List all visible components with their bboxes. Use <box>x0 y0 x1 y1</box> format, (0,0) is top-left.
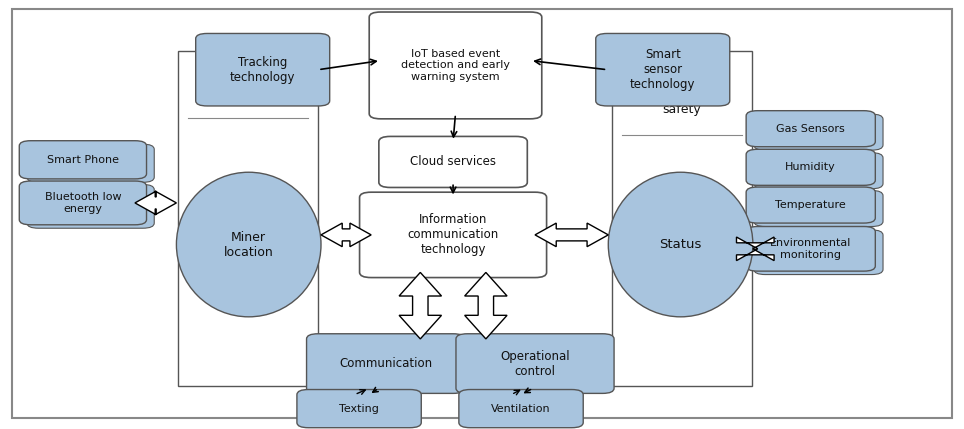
FancyBboxPatch shape <box>746 111 875 147</box>
Text: Texting: Texting <box>339 404 379 414</box>
FancyBboxPatch shape <box>746 227 875 271</box>
Text: Ventilation: Ventilation <box>492 404 550 414</box>
FancyBboxPatch shape <box>456 334 614 393</box>
Text: Miner
location: Miner location <box>224 230 274 259</box>
FancyBboxPatch shape <box>369 12 542 119</box>
Ellipse shape <box>176 172 321 317</box>
Text: Information
communication
technology: Information communication technology <box>408 213 498 257</box>
Polygon shape <box>465 272 507 339</box>
Text: Bluetooth low
energy: Bluetooth low energy <box>44 192 121 214</box>
FancyBboxPatch shape <box>746 149 875 185</box>
Text: Communication: Communication <box>339 357 432 370</box>
FancyBboxPatch shape <box>27 184 154 228</box>
Bar <box>612 51 752 386</box>
Ellipse shape <box>608 172 753 317</box>
Text: Temperature: Temperature <box>775 200 846 210</box>
Text: IoT based event
detection and early
warning system: IoT based event detection and early warn… <box>401 49 510 82</box>
Text: Smart
sensor
technology: Smart sensor technology <box>630 48 695 91</box>
FancyBboxPatch shape <box>459 390 583 428</box>
FancyBboxPatch shape <box>360 192 547 278</box>
Polygon shape <box>736 237 774 261</box>
FancyBboxPatch shape <box>754 114 883 150</box>
Text: Gas Sensors: Gas Sensors <box>776 124 845 134</box>
FancyBboxPatch shape <box>596 33 730 106</box>
Text: Cloud services: Cloud services <box>410 155 496 169</box>
FancyBboxPatch shape <box>19 181 147 225</box>
FancyBboxPatch shape <box>297 390 421 428</box>
Text: Humidity: Humidity <box>786 162 836 172</box>
Polygon shape <box>535 223 608 247</box>
FancyBboxPatch shape <box>754 230 883 275</box>
Text: Status: Status <box>659 238 702 251</box>
FancyBboxPatch shape <box>196 33 330 106</box>
Bar <box>178 51 318 386</box>
Text: Environmental
monitoring: Environmental monitoring <box>770 238 851 260</box>
FancyBboxPatch shape <box>754 153 883 189</box>
FancyBboxPatch shape <box>27 144 154 182</box>
Text: Miner
safety: Miner safety <box>228 73 268 101</box>
FancyBboxPatch shape <box>19 141 147 179</box>
Polygon shape <box>399 272 442 339</box>
FancyBboxPatch shape <box>754 190 883 227</box>
Text: Tracking
technology: Tracking technology <box>230 56 295 84</box>
Polygon shape <box>135 191 176 214</box>
FancyBboxPatch shape <box>307 334 465 393</box>
Text: Smart Phone: Smart Phone <box>47 155 119 165</box>
Polygon shape <box>321 223 371 247</box>
FancyBboxPatch shape <box>746 187 875 223</box>
Text: Operational
control: Operational control <box>500 350 570 378</box>
Text: Environ-
mental
safety: Environ- mental safety <box>656 73 708 116</box>
FancyBboxPatch shape <box>379 136 527 187</box>
